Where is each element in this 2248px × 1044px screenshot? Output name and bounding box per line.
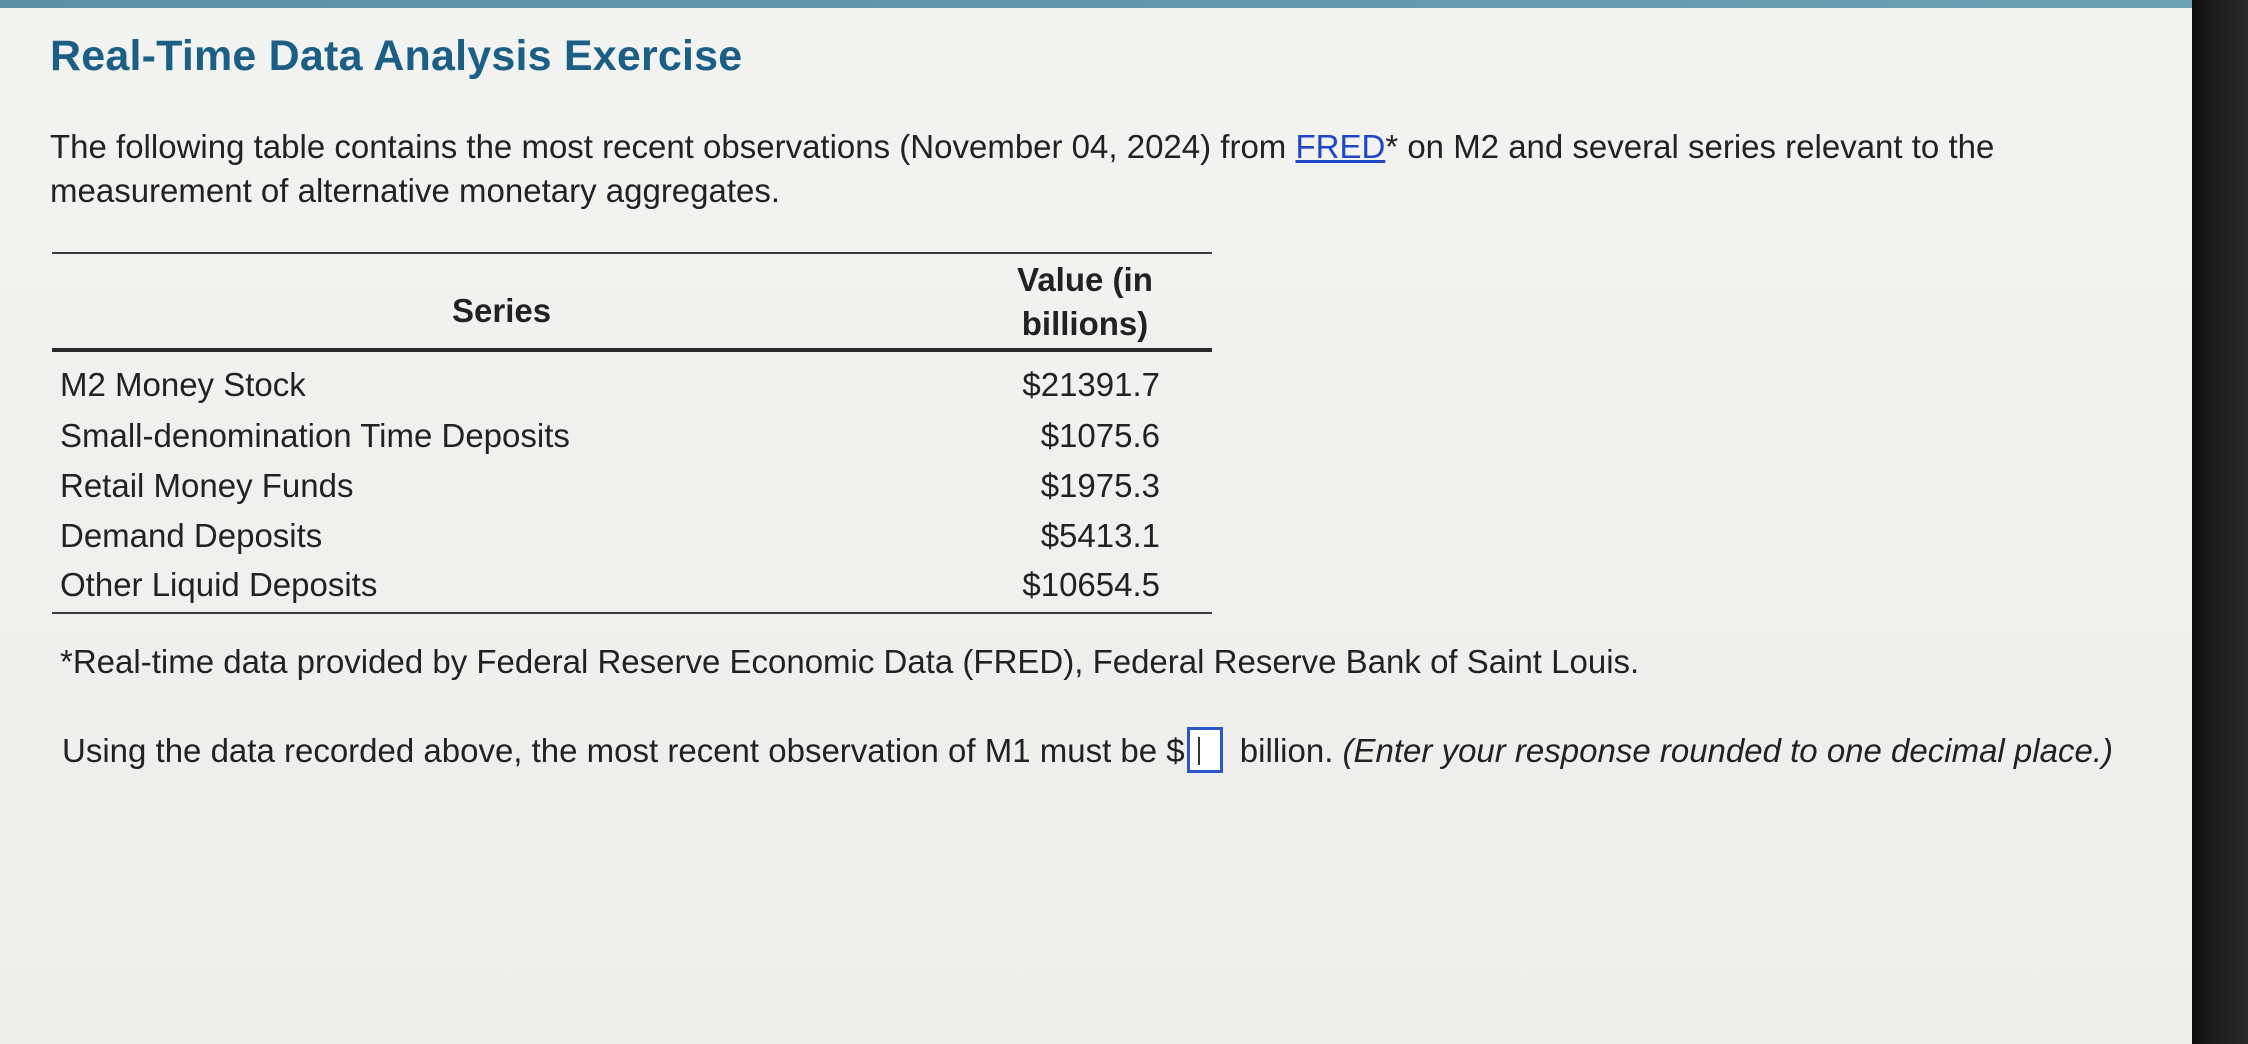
rounding-instruction: (Enter your response rounded to one deci… bbox=[1342, 732, 2113, 769]
table-bottom-rule bbox=[52, 612, 1212, 614]
series-value: $1975.3 bbox=[1040, 467, 1160, 504]
intro-paragraph: The following table contains the most re… bbox=[50, 125, 2170, 213]
series-name: Demand Deposits bbox=[60, 517, 323, 554]
series-name: Retail Money Funds bbox=[60, 467, 354, 504]
question-unit: billion. bbox=[1230, 732, 1343, 769]
series-value: $5413.1 bbox=[1040, 517, 1160, 554]
screen-bezel bbox=[2192, 0, 2248, 1044]
series-name: M2 Money Stock bbox=[60, 366, 306, 403]
table-header-rule bbox=[52, 348, 1212, 352]
series-name: Small-denomination Time Deposits bbox=[60, 417, 570, 454]
table-row: Retail Money Funds $1975.3 bbox=[60, 467, 1160, 517]
table-row: Demand Deposits $5413.1 bbox=[60, 517, 1160, 567]
exercise-page bbox=[0, 8, 2200, 1044]
series-name: Other Liquid Deposits bbox=[60, 566, 378, 603]
table-row: M2 Money Stock $21391.7 bbox=[60, 366, 1160, 416]
table-top-rule bbox=[52, 252, 1212, 254]
footnote: *Real-time data provided by Federal Rese… bbox=[60, 643, 1640, 680]
series-value: $21391.7 bbox=[1022, 366, 1160, 403]
intro-text-end: * on M2 and several series relevant to t… bbox=[50, 128, 1995, 209]
table-row: Other Liquid Deposits $10654.5 bbox=[60, 566, 1160, 616]
question-prompt: Using the data recorded above, the most … bbox=[62, 732, 1185, 769]
top-accent-bar bbox=[0, 0, 2200, 8]
text-cursor bbox=[1197, 737, 1200, 766]
series-value: $1075.6 bbox=[1040, 417, 1160, 454]
column-header-series: Series bbox=[452, 292, 552, 329]
intro-text-start: The following table contains the most re… bbox=[50, 128, 1296, 165]
table-row: Small-denomination Time Deposits $1075.6 bbox=[60, 417, 1160, 467]
column-header-value: Value (in billions) bbox=[1017, 261, 1153, 342]
m1-answer-input[interactable] bbox=[1186, 727, 1223, 774]
page-title: Real-Time Data Analysis Exercise bbox=[50, 32, 743, 80]
fred-link[interactable]: FRED bbox=[1295, 128, 1386, 165]
series-value: $10654.5 bbox=[1022, 566, 1160, 603]
question-text: Using the data recorded above, the most … bbox=[62, 722, 2142, 780]
